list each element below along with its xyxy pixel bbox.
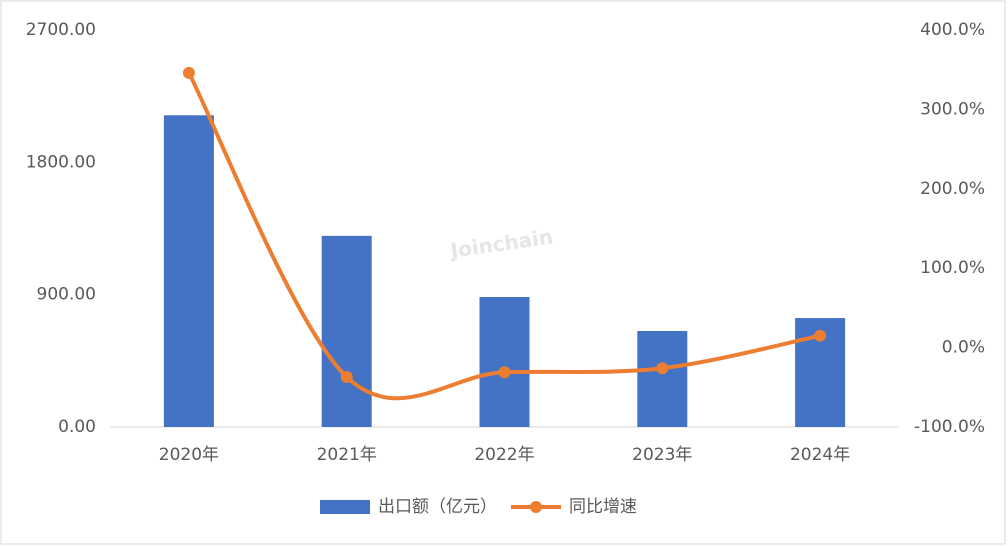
line [186,70,823,401]
x-tick-label: 2023年 [632,445,692,465]
x-tick-label: 2022年 [474,445,534,465]
line-marker [814,329,827,342]
y2-tick-label: 0.0% [942,338,985,358]
legend-swatch [320,500,370,514]
legend-swatch [530,501,542,513]
y2-tick-label: 300.0% [920,99,985,119]
line-marker [182,66,195,79]
y-tick-label: 2700.00 [26,20,96,40]
x-tick-label: 2021年 [317,445,377,465]
line-marker [656,362,669,375]
y2-tick-label: -100.0% [914,417,985,437]
line-marker [498,366,511,379]
line-marker [340,370,353,383]
legend-label: 同比增速 [569,497,637,517]
y2-tick-label: 400.0% [920,20,985,40]
y-tick-label: 0.00 [58,417,96,437]
y2-tick-label: 100.0% [920,258,985,278]
bar [163,115,214,427]
y-tick-label: 1800.00 [26,152,96,172]
bar [479,297,530,427]
bar [321,235,372,427]
bar [637,330,688,427]
legend-label: 出口额（亿元） [378,497,497,517]
x-tick-label: 2020年 [159,445,219,465]
y-tick-label: 900.00 [37,285,96,305]
y2-tick-label: 200.0% [920,179,985,199]
x-tick-label: 2024年 [790,445,850,465]
